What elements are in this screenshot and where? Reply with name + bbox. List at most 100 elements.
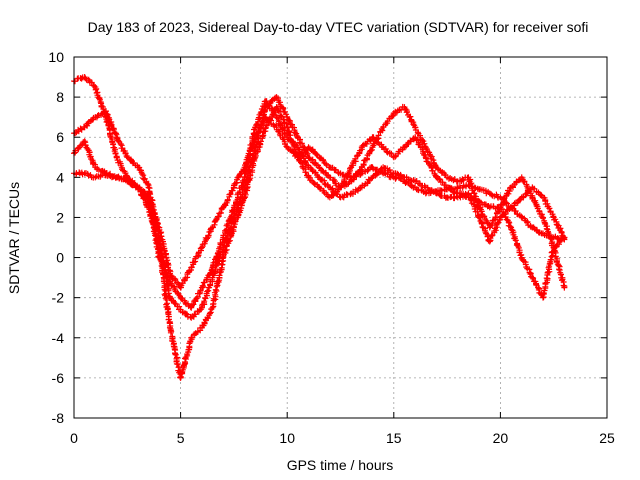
axis-ticks: 0 5 10 15 20 25 -8 -6 -4 -2 0 2 4 6 8 10 <box>48 49 615 446</box>
trace-segment <box>275 95 290 120</box>
trace-segment <box>156 247 174 329</box>
trace-segment <box>402 178 417 191</box>
trace-segment <box>199 266 215 290</box>
trace-segment <box>273 126 290 150</box>
trace-segment <box>540 245 557 301</box>
plot-frame <box>73 56 608 419</box>
trace-segment <box>167 295 183 313</box>
y-tick-label: 4 <box>56 169 64 185</box>
trace-segment <box>73 169 86 178</box>
trace-segment <box>392 174 406 184</box>
trace-segment <box>113 154 130 180</box>
trace-segment <box>242 155 258 200</box>
x-tick-label: 25 <box>599 430 615 446</box>
trace-segment <box>178 267 194 291</box>
y-tick-label: -4 <box>52 330 65 346</box>
trace-segment <box>284 116 300 139</box>
trace-segment <box>274 115 290 139</box>
trace-segment <box>220 226 237 260</box>
trace-segment <box>551 216 566 240</box>
x-tick-label: 5 <box>177 430 185 446</box>
data-points <box>71 74 568 381</box>
trace-segment <box>82 75 98 89</box>
trace-segment <box>370 134 385 150</box>
trace-segment <box>359 146 375 170</box>
trace-segment <box>328 186 342 199</box>
series-trace-2 <box>71 74 568 311</box>
trace-segment <box>530 185 545 199</box>
trace-segment <box>392 170 407 180</box>
trace-segment <box>316 165 332 179</box>
trace-segment <box>359 164 375 175</box>
trace-segment <box>135 185 151 210</box>
y-tick-label: 6 <box>56 129 64 145</box>
trace-segment <box>306 155 321 169</box>
trace-segment <box>210 205 225 231</box>
x-tick-label: 10 <box>279 430 295 446</box>
trace-segment <box>446 184 460 196</box>
trace-segment <box>253 98 268 129</box>
trace-segment <box>306 145 321 159</box>
y-tick-label: -2 <box>52 290 65 306</box>
trace-segment <box>423 145 439 170</box>
trace-segment <box>457 174 471 185</box>
y-tick-label: -8 <box>52 410 65 426</box>
trace-segment <box>317 185 332 200</box>
y-tick-label: 0 <box>56 250 64 266</box>
trace-segment <box>189 325 204 341</box>
trace-segment <box>199 276 216 309</box>
grid-lines <box>74 57 607 418</box>
trace-segment <box>498 205 514 230</box>
trace-segment <box>456 182 470 191</box>
trace-fill-trace-2 <box>72 74 566 310</box>
trace-segment <box>487 216 504 244</box>
trace-segment <box>552 235 567 251</box>
trace-segment <box>146 206 163 248</box>
trace-segment <box>488 203 502 212</box>
trace-segment <box>359 175 375 189</box>
trace-segment <box>103 110 120 138</box>
series-trace-4 <box>71 104 568 381</box>
trace-segment <box>136 164 152 189</box>
trace-segment <box>72 74 86 85</box>
trace-segment <box>530 224 545 237</box>
y-axis-label: SDTVAR / TECUs <box>6 182 22 294</box>
trace-segment <box>306 174 322 190</box>
trace-segment <box>177 336 195 380</box>
trace-segment <box>114 174 129 183</box>
trace-segment <box>317 176 332 190</box>
trace-segment <box>82 139 98 168</box>
trace-segment <box>519 176 536 199</box>
trace-segment <box>125 178 141 189</box>
trace-segment <box>466 194 482 204</box>
trace-segment <box>392 144 407 160</box>
trace-segment <box>210 255 227 310</box>
trace-segment <box>412 135 429 158</box>
chart-title: Day 183 of 2023, Sidereal Day-to-day VTE… <box>88 19 589 35</box>
trace-segment <box>284 124 301 158</box>
trace-segment <box>488 191 502 201</box>
trace-segment <box>412 124 428 150</box>
x-axis-label: GPS time / hours <box>287 457 394 473</box>
trace-segment <box>83 170 97 181</box>
trace-segment <box>199 306 215 329</box>
trace-segment <box>220 185 237 210</box>
trace-segment <box>338 165 353 190</box>
x-tick-label: 20 <box>493 430 509 446</box>
trace-segment <box>498 185 513 209</box>
trace-segment <box>413 178 428 189</box>
trace-segment <box>381 169 395 181</box>
trace-segment <box>508 226 525 259</box>
y-tick-label: 8 <box>56 89 64 105</box>
trace-segment <box>349 146 365 169</box>
trace-segment <box>349 184 364 197</box>
trace-segment <box>189 306 205 320</box>
trace-fill-trace-4 <box>72 105 567 381</box>
trace-segment <box>295 144 312 169</box>
trace-segment <box>125 155 141 169</box>
trace-segment <box>188 245 204 271</box>
trace-segment <box>252 125 269 159</box>
trace-segment <box>328 164 342 177</box>
trace-segment <box>370 165 385 179</box>
trace-segment <box>540 215 557 249</box>
